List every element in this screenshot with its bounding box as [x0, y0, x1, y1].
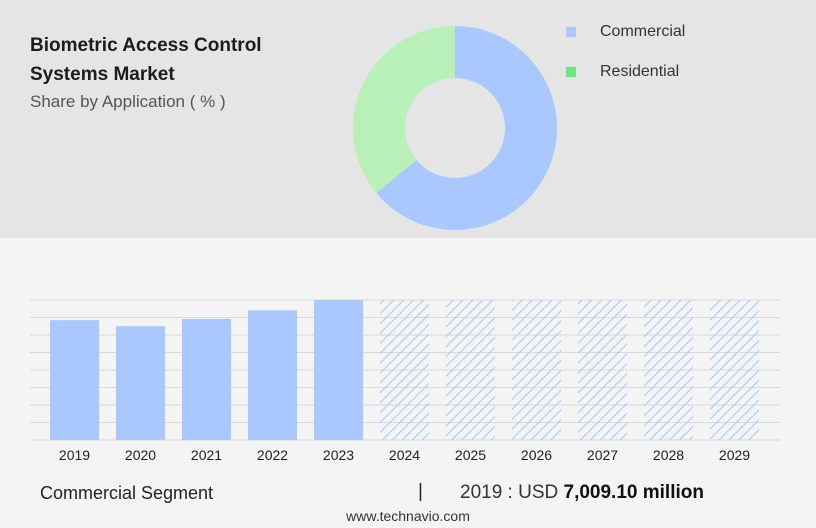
legend-swatch-commercial [566, 27, 576, 37]
forecast-bar-2024 [380, 300, 429, 440]
x-tick-label: 2027 [587, 447, 618, 463]
forecast-bar-2029 [710, 300, 759, 440]
forecast-bar-2028 [644, 300, 693, 440]
bar-2021 [182, 318, 231, 440]
x-tick-label: 2020 [125, 447, 156, 463]
footer-year-prefix: 2019 : USD [460, 482, 559, 503]
legend-swatch-residential [566, 67, 576, 77]
chart-subtitle: Share by Application ( % ) [30, 92, 226, 111]
legend-label-commercial: Commercial [600, 23, 686, 40]
bar-2020 [116, 326, 165, 440]
x-tick-label: 2023 [323, 447, 354, 463]
segment-label: Commercial Segment [40, 483, 214, 503]
x-tick-label: 2021 [191, 447, 222, 463]
legend-label-residential: Residential [600, 63, 680, 80]
forecast-bar-2025 [446, 300, 495, 440]
x-tick-label: 2028 [653, 447, 684, 463]
footer-value: 7,009.10 million [563, 482, 704, 503]
bar-2019 [50, 320, 99, 440]
footer-separator: | [418, 481, 423, 502]
x-tick-label: 2025 [455, 447, 486, 463]
legend: Commercial Residential [566, 12, 685, 92]
donut-chart [352, 26, 558, 231]
forecast-bar-2027 [578, 300, 627, 440]
donut-slice-commercial [376, 26, 558, 231]
x-tick-label: 2026 [521, 447, 552, 463]
x-tick-label: 2029 [719, 447, 750, 463]
legend-item-residential: Residential [566, 52, 685, 92]
bar-2022 [248, 310, 297, 440]
x-tick-label: 2019 [59, 447, 90, 463]
chart-title: Biometric Access Control Systems Market [30, 35, 262, 85]
x-tick-label: 2024 [389, 447, 420, 463]
x-tick-label: 2022 [257, 447, 288, 463]
forecast-bar-2026 [512, 300, 561, 440]
bar-2023 [314, 300, 363, 440]
footer-value-block: 2019 : USD 7,009.10 million [460, 482, 704, 504]
source-link[interactable]: www.technavio.com [346, 508, 470, 524]
legend-item-commercial: Commercial [566, 12, 685, 52]
donut-slice-residential [352, 26, 455, 194]
